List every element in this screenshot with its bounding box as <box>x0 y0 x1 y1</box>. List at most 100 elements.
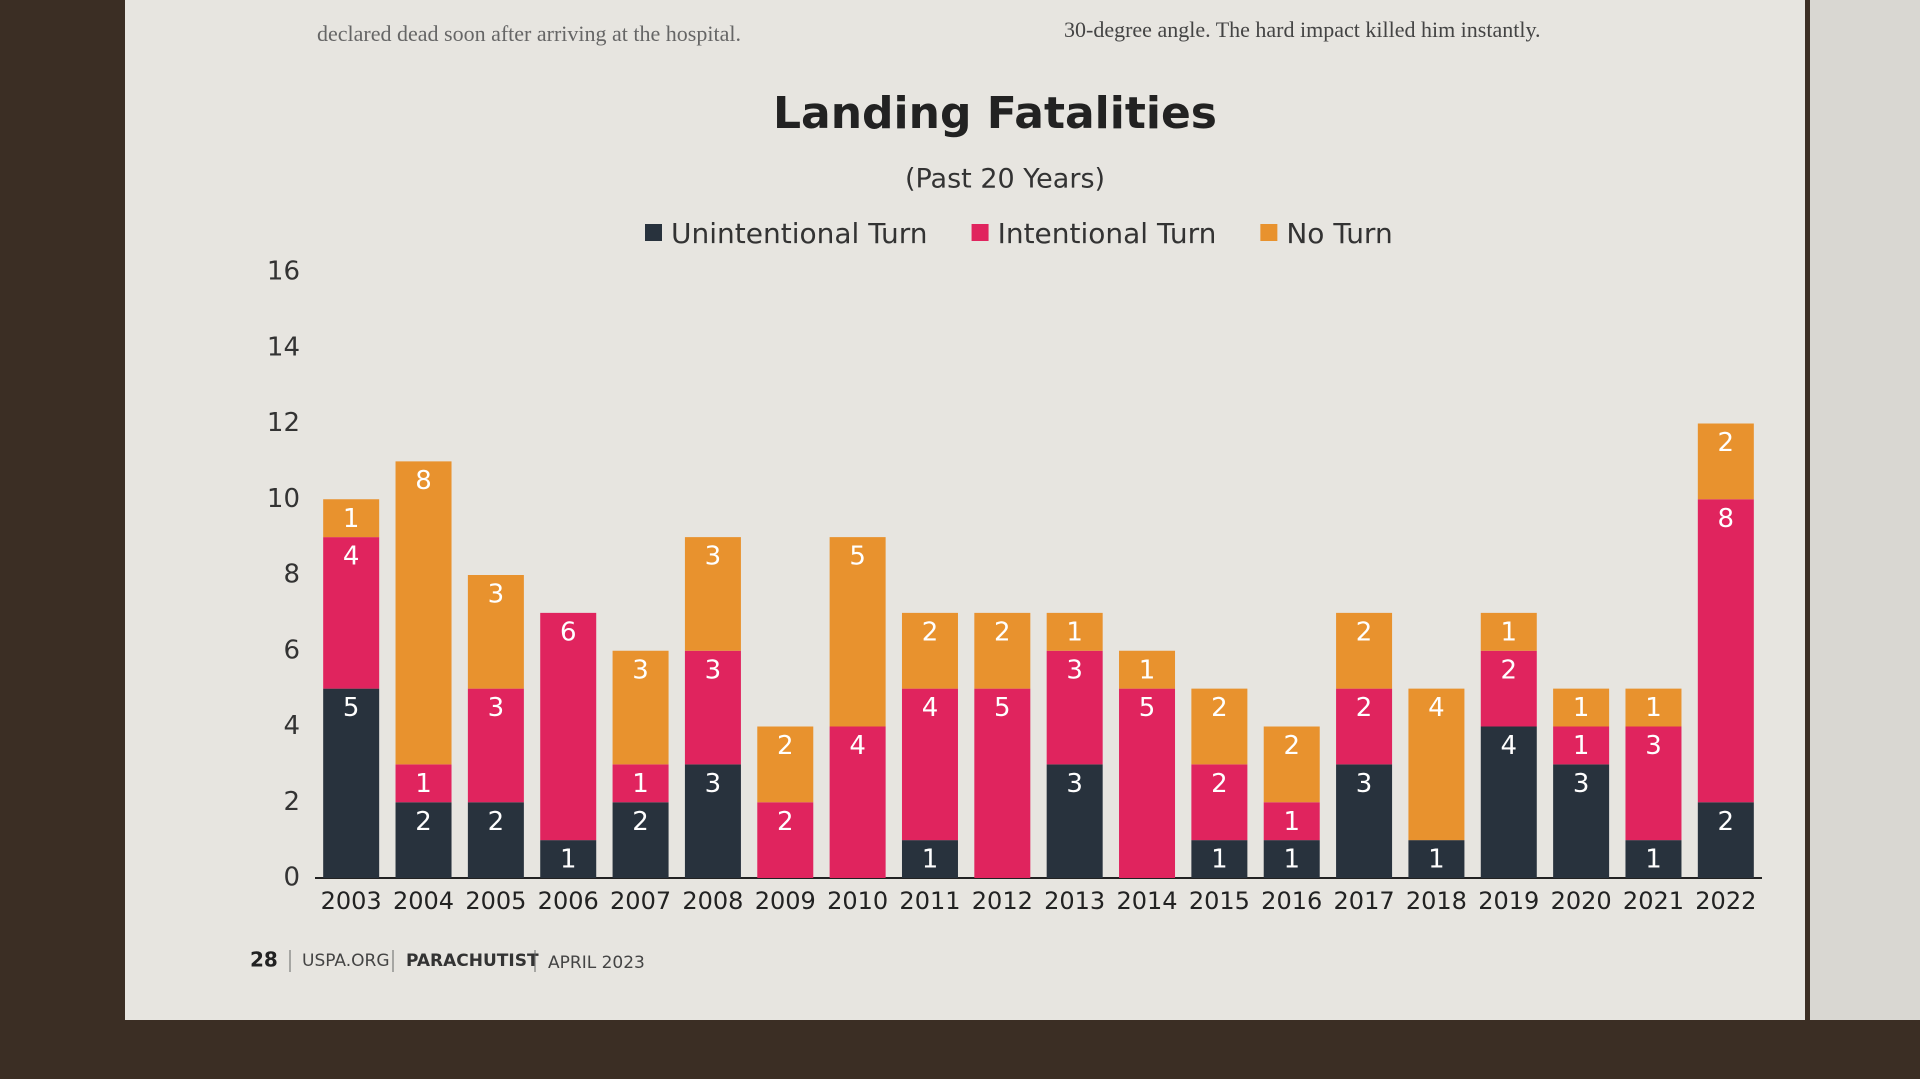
data-label: 1 <box>1211 845 1228 875</box>
data-label: 1 <box>1573 693 1590 723</box>
y-tick-label: 2 <box>283 787 300 817</box>
data-label: 1 <box>1428 845 1445 875</box>
bar-segment <box>1480 650 1537 727</box>
y-tick-label: 4 <box>283 711 300 741</box>
bar-segment <box>1046 650 1103 765</box>
data-label: 1 <box>1066 617 1083 647</box>
bar-segment <box>1119 650 1176 689</box>
data-label: 1 <box>343 504 360 534</box>
bar-segment <box>1191 688 1248 765</box>
x-tick-label: 2019 <box>1478 887 1539 915</box>
data-label: 3 <box>705 655 722 685</box>
bar-segment <box>395 802 452 878</box>
y-tick-label: 12 <box>267 408 300 438</box>
data-label: 4 <box>1501 731 1518 761</box>
legend-label: Unintentional Turn <box>671 217 928 250</box>
data-label: 3 <box>1356 769 1373 799</box>
bar-segment <box>684 537 741 651</box>
data-label: 5 <box>1139 693 1156 723</box>
legend-label: No Turn <box>1286 217 1392 250</box>
bar-segment <box>1336 764 1393 878</box>
x-tick-label: 2013 <box>1044 887 1105 915</box>
data-label: 1 <box>560 845 577 875</box>
bar-segment <box>1697 423 1754 500</box>
bar-segment <box>1553 764 1610 878</box>
data-label: 4 <box>343 542 360 572</box>
bar-segment <box>1191 840 1248 878</box>
bar-segment <box>901 840 958 878</box>
data-label: 1 <box>415 769 432 799</box>
data-label: 2 <box>1211 693 1228 723</box>
bar-segment <box>1046 764 1103 878</box>
bar-segment <box>1046 612 1103 651</box>
data-label: 3 <box>1066 655 1083 685</box>
y-tick-label: 10 <box>267 484 300 514</box>
bar-segment <box>974 688 1031 878</box>
x-tick-label: 2006 <box>538 887 599 915</box>
footer-issue: APRIL 2023 <box>548 953 645 973</box>
bar-segment <box>395 764 452 803</box>
data-label: 2 <box>777 807 794 837</box>
bar-segment <box>1625 726 1682 841</box>
bar-segment <box>1480 726 1537 878</box>
x-tick-label: 2010 <box>827 887 888 915</box>
x-tick-label: 2015 <box>1189 887 1250 915</box>
page-number: 28 <box>250 948 278 972</box>
x-tick-label: 2016 <box>1261 887 1322 915</box>
data-label: 3 <box>705 542 722 572</box>
bar-segment <box>974 612 1031 689</box>
bar-segment <box>684 764 741 878</box>
data-label: 3 <box>488 580 505 610</box>
x-tick-label: 2005 <box>465 887 526 915</box>
bar-segment <box>540 612 597 841</box>
y-tick-label: 6 <box>283 635 300 665</box>
legend-swatch <box>971 224 989 241</box>
data-label: 2 <box>415 807 432 837</box>
bar-segment <box>1336 612 1393 689</box>
bar-segment <box>323 688 380 878</box>
body-text: 30-degree angle. The hard impact killed … <box>1064 17 1541 42</box>
legend-swatch <box>645 224 662 241</box>
x-tick-label: 2022 <box>1695 887 1756 915</box>
bar-segment <box>323 537 380 689</box>
bar-segment <box>757 802 814 878</box>
data-label: 1 <box>1645 845 1662 875</box>
footer-site: USPA.ORG <box>302 951 390 971</box>
bar-segment <box>540 840 597 878</box>
x-tick-label: 2003 <box>321 887 382 915</box>
bar-segment <box>612 802 669 878</box>
y-tick-label: 8 <box>283 560 300 590</box>
bar-segment <box>612 650 669 765</box>
data-label: 4 <box>922 693 939 723</box>
data-label: 8 <box>1718 504 1735 534</box>
data-label: 3 <box>1645 731 1662 761</box>
data-label: 2 <box>632 807 649 837</box>
legend-swatch <box>1260 224 1278 241</box>
bar-segment <box>1263 726 1320 803</box>
footer-magazine: PARACHUTIST <box>406 951 539 971</box>
bar-segment <box>1408 840 1465 878</box>
bar-segment <box>467 575 524 689</box>
x-tick-label: 2020 <box>1551 887 1612 915</box>
data-label: 2 <box>1501 655 1518 685</box>
bar-segment <box>829 537 886 727</box>
data-label: 2 <box>922 617 939 647</box>
chart-subtitle: (Past 20 Years) <box>905 164 1105 195</box>
data-label: 3 <box>632 655 649 685</box>
bar-segment <box>1480 612 1537 651</box>
bar-segment <box>1119 688 1176 878</box>
data-label: 2 <box>488 807 505 837</box>
bar-segment <box>467 802 524 878</box>
x-tick-label: 2012 <box>972 887 1033 915</box>
x-tick-label: 2014 <box>1116 887 1177 915</box>
x-tick-label: 2017 <box>1334 887 1395 915</box>
bar-segment <box>901 688 958 841</box>
data-label: 5 <box>994 693 1011 723</box>
bar-segment <box>901 612 958 689</box>
data-label: 1 <box>1501 617 1518 647</box>
x-tick-label: 2018 <box>1406 887 1467 915</box>
data-label: 3 <box>705 769 722 799</box>
data-label: 3 <box>1573 769 1590 799</box>
y-tick-label: 14 <box>267 332 300 362</box>
